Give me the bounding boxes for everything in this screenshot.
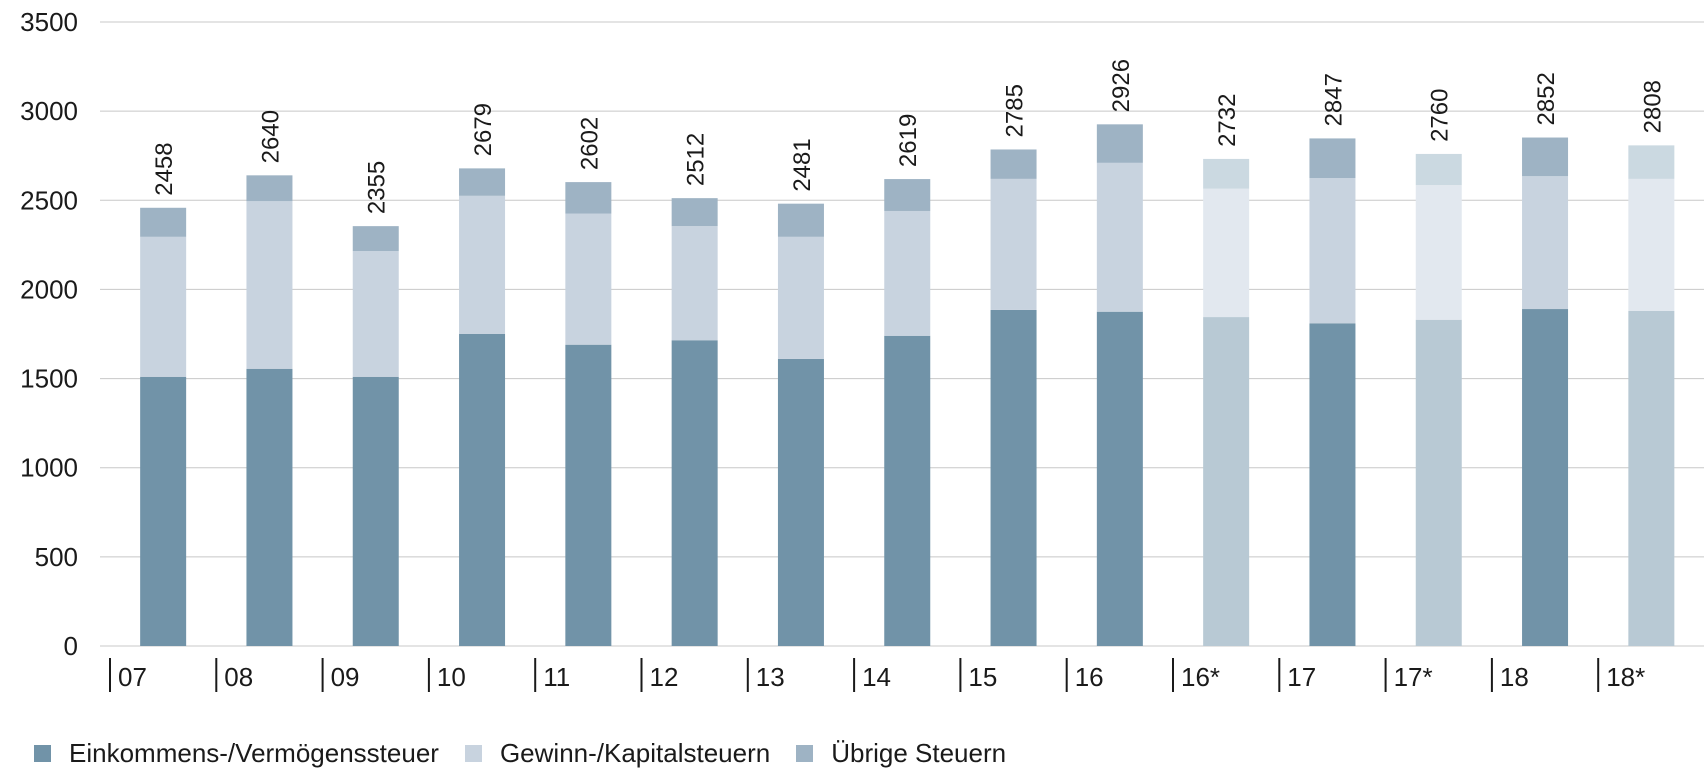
bar-einkommen-18 bbox=[1522, 309, 1569, 646]
bar-gewinn-11 bbox=[565, 213, 612, 345]
y-tick-label: 500 bbox=[35, 542, 78, 572]
x-tick-label: 14 bbox=[862, 662, 891, 692]
bar-gewinn-18* bbox=[1628, 178, 1675, 311]
bar-gewinn-15 bbox=[990, 178, 1037, 310]
bar-uebrige-10 bbox=[459, 168, 506, 196]
bar-uebrige-17* bbox=[1415, 153, 1462, 186]
bar-einkommen-17 bbox=[1309, 323, 1356, 646]
total-label-12: 2512 bbox=[683, 133, 710, 186]
total-label-18*: 2808 bbox=[1639, 80, 1666, 133]
legend: Einkommens-/Vermögenssteuer Gewinn-/Kapi… bbox=[34, 738, 1032, 769]
bar-uebrige-14 bbox=[884, 179, 931, 211]
y-tick-label: 0 bbox=[64, 631, 78, 661]
total-label-17: 2847 bbox=[1320, 73, 1347, 126]
total-label-17*: 2760 bbox=[1427, 89, 1454, 142]
legend-swatch-einkommen bbox=[34, 745, 51, 762]
bar-einkommen-09 bbox=[352, 376, 399, 646]
bar-uebrige-17 bbox=[1309, 138, 1356, 178]
bar-einkommen-13 bbox=[777, 358, 824, 646]
bar-uebrige-12 bbox=[671, 198, 718, 227]
bar-uebrige-16 bbox=[1096, 124, 1143, 163]
x-tick-label: 16* bbox=[1181, 662, 1220, 692]
x-tick-label: 13 bbox=[756, 662, 785, 692]
bar-einkommen-16* bbox=[1203, 317, 1250, 646]
legend-item-gewinn: Gewinn-/Kapitalsteuern bbox=[464, 738, 771, 769]
y-tick-label: 3000 bbox=[20, 96, 78, 126]
total-label-18: 2852 bbox=[1533, 72, 1560, 125]
bar-uebrige-07 bbox=[140, 207, 187, 237]
y-tick-label: 2500 bbox=[20, 185, 78, 215]
legend-item-uebrige: Übrige Steuern bbox=[796, 738, 1006, 769]
bar-uebrige-18* bbox=[1628, 145, 1675, 179]
bar-gewinn-13 bbox=[777, 236, 824, 359]
y-tick-label: 3500 bbox=[20, 7, 78, 37]
bar-einkommen-12 bbox=[671, 340, 718, 646]
bar-einkommen-15 bbox=[990, 309, 1037, 646]
legend-label-gewinn: Gewinn-/Kapitalsteuern bbox=[499, 738, 771, 768]
total-label-16*: 2732 bbox=[1214, 94, 1241, 147]
total-label-08: 2640 bbox=[257, 110, 284, 163]
legend-label-einkommen: Einkommens-/Vermögenssteuer bbox=[69, 738, 439, 768]
legend-item-einkommen: Einkommens-/Vermögenssteuer bbox=[34, 738, 439, 769]
bar-gewinn-16* bbox=[1203, 188, 1250, 318]
bar-gewinn-17* bbox=[1415, 185, 1462, 320]
bar-einkommen-14 bbox=[884, 335, 931, 646]
bar-uebrige-08 bbox=[246, 175, 293, 202]
bar-gewinn-14 bbox=[884, 210, 931, 336]
stacked-bar-chart: 0 500 1000 1500 2000 2500 3000 3500 2458 07 2640 08… bbox=[20, 7, 1704, 692]
legend-label-uebrige: Übrige Steuern bbox=[831, 738, 1007, 768]
y-tick-label: 1500 bbox=[20, 364, 78, 394]
x-tick-label: 07 bbox=[118, 662, 147, 692]
x-tick-label: 15 bbox=[968, 662, 997, 692]
bar-uebrige-18 bbox=[1522, 137, 1569, 177]
total-label-11: 2602 bbox=[576, 117, 603, 170]
x-tick-label: 10 bbox=[437, 662, 466, 692]
y-tick-label: 1000 bbox=[20, 453, 78, 483]
bar-einkommen-08 bbox=[246, 368, 293, 646]
x-tick-label: 17 bbox=[1287, 662, 1316, 692]
total-label-07: 2458 bbox=[151, 142, 178, 195]
bar-einkommen-07 bbox=[140, 376, 187, 646]
total-label-09: 2355 bbox=[364, 161, 391, 214]
y-tick-label: 2000 bbox=[20, 274, 78, 304]
x-tick-label: 16 bbox=[1075, 662, 1104, 692]
legend-swatch-uebrige bbox=[796, 745, 814, 762]
bar-uebrige-13 bbox=[777, 203, 824, 237]
bar-gewinn-10 bbox=[459, 195, 506, 334]
x-tick-label: 18 bbox=[1500, 662, 1529, 692]
bar-uebrige-16* bbox=[1203, 158, 1250, 189]
bar-einkommen-10 bbox=[459, 334, 506, 646]
bar-einkommen-17* bbox=[1415, 319, 1462, 646]
bar-gewinn-16 bbox=[1096, 162, 1143, 312]
bar-gewinn-07 bbox=[140, 236, 187, 377]
x-tick-label: 12 bbox=[650, 662, 679, 692]
total-label-13: 2481 bbox=[789, 138, 816, 191]
total-label-10: 2679 bbox=[470, 103, 497, 156]
x-tick-label: 08 bbox=[224, 662, 253, 692]
bar-einkommen-11 bbox=[565, 344, 612, 646]
legend-swatch-gewinn bbox=[464, 745, 482, 762]
x-tick-label: 17* bbox=[1394, 662, 1433, 692]
bar-gewinn-18 bbox=[1522, 176, 1569, 310]
x-tick-label: 11 bbox=[543, 662, 570, 692]
bar-gewinn-17 bbox=[1309, 178, 1356, 324]
total-label-15: 2785 bbox=[1002, 84, 1029, 137]
bar-uebrige-15 bbox=[990, 149, 1037, 179]
x-tick-label: 09 bbox=[331, 662, 360, 692]
bar-einkommen-18* bbox=[1628, 310, 1675, 646]
bar-uebrige-09 bbox=[352, 226, 399, 252]
x-tick-label: 18* bbox=[1606, 662, 1645, 692]
bar-gewinn-09 bbox=[352, 251, 399, 377]
total-label-16: 2926 bbox=[1108, 59, 1135, 112]
total-label-14: 2619 bbox=[895, 114, 922, 167]
bar-uebrige-11 bbox=[565, 182, 612, 214]
bar-gewinn-08 bbox=[246, 201, 293, 369]
bar-gewinn-12 bbox=[671, 226, 718, 341]
bar-einkommen-16 bbox=[1096, 311, 1143, 646]
